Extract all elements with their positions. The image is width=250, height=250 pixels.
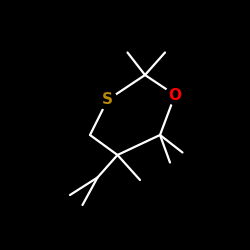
Circle shape <box>98 90 117 110</box>
Circle shape <box>166 86 184 104</box>
Text: S: S <box>102 92 113 108</box>
Text: O: O <box>168 88 181 102</box>
